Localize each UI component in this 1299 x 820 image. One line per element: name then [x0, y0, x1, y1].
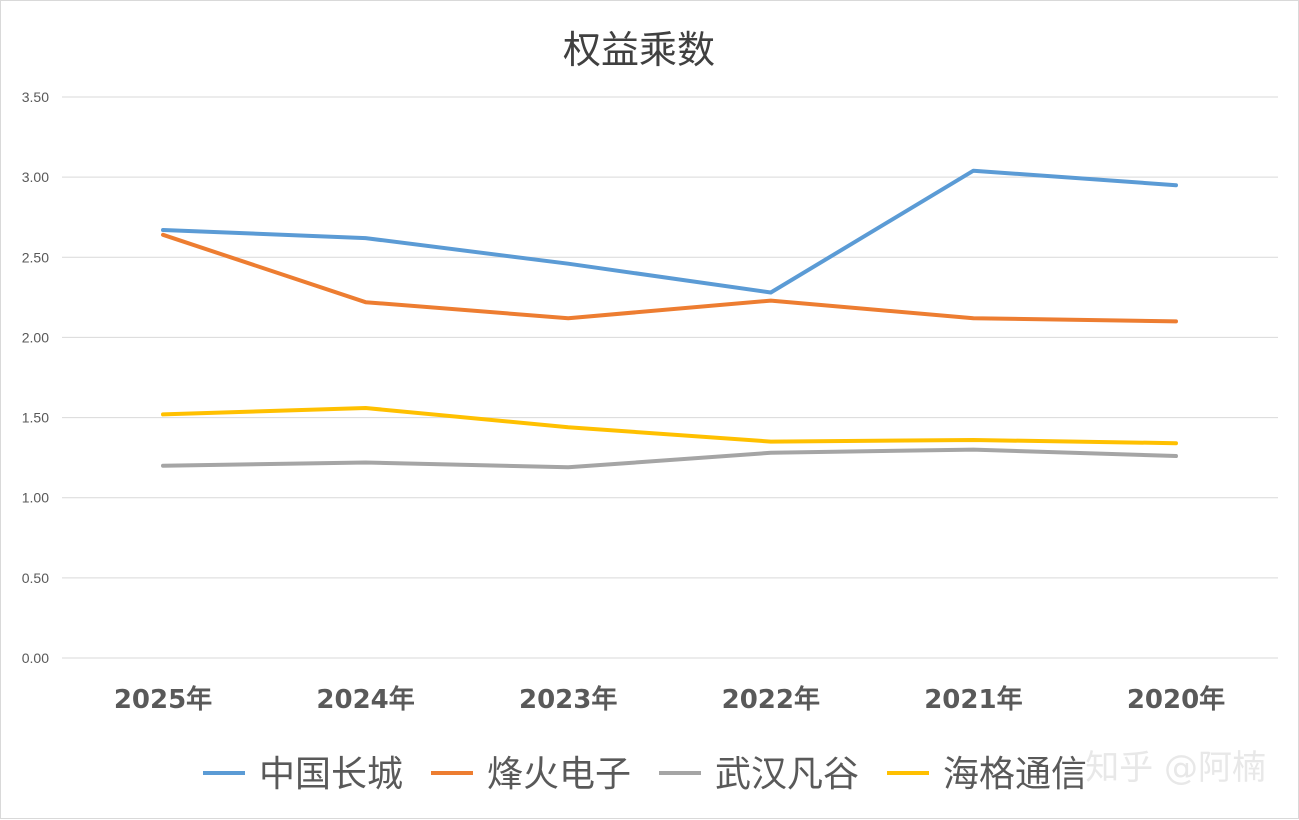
x-tick-label: 2025年 — [114, 684, 212, 715]
x-tick-label: 2024年 — [316, 684, 414, 715]
series-line — [161, 168, 1178, 295]
gridlines — [62, 96, 1278, 659]
y-tick-label: 1.50 — [22, 410, 49, 426]
x-axis-ticks: 2025年 2024年 2023年 2022年 2021年 2020年 — [114, 684, 1225, 715]
legend-label: 武汉凡谷 — [715, 754, 859, 795]
y-tick-label: 0.00 — [22, 650, 49, 666]
y-tick-label: 1.00 — [22, 490, 49, 506]
series-line — [161, 232, 1178, 324]
legend: 中国长城 烽火电子 武汉凡谷 海格通信 — [203, 754, 1087, 795]
watermark: 知乎 @阿楠 — [1085, 748, 1266, 788]
series-line — [161, 406, 1178, 446]
y-tick-label: 2.00 — [22, 329, 49, 345]
x-tick-label: 2021年 — [924, 684, 1022, 715]
x-tick-label: 2023年 — [519, 684, 617, 715]
x-tick-label: 2022年 — [722, 684, 820, 715]
series-line — [161, 447, 1178, 470]
y-tick-label: 3.50 — [22, 89, 49, 105]
legend-label: 海格通信 — [943, 754, 1087, 795]
y-tick-label: 0.50 — [22, 570, 49, 586]
y-tick-label: 3.00 — [22, 169, 49, 185]
legend-label: 中国长城 — [259, 754, 403, 795]
series-lines — [161, 168, 1178, 470]
x-tick-label: 2020年 — [1127, 684, 1225, 715]
chart-title: 权益乘数 — [563, 28, 715, 72]
y-tick-label: 2.50 — [22, 249, 49, 265]
legend-label: 烽火电子 — [487, 754, 631, 795]
y-axis-ticks: 0.00 0.50 1.00 1.50 2.00 2.50 3.00 3.50 — [22, 89, 49, 666]
